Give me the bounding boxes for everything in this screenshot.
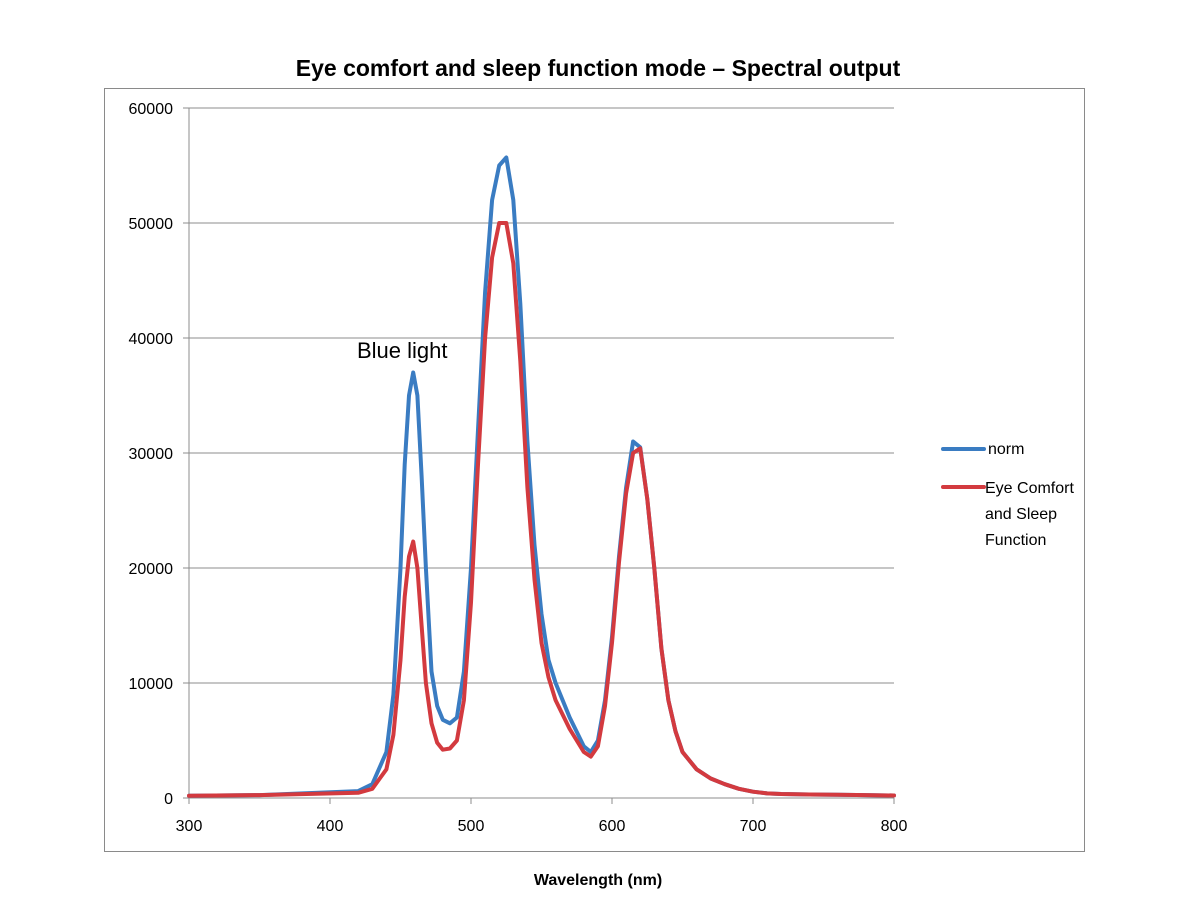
y-tick-label-40000: 40000 — [129, 331, 174, 348]
series-line-eye-comfort — [187, 221, 896, 798]
series-line-norm — [187, 155, 896, 798]
x-tick-label-300: 300 — [176, 818, 203, 835]
y-tick-label-50000: 50000 — [129, 216, 174, 233]
chart-title: Eye comfort and sleep function mode – Sp… — [295, 55, 901, 81]
x-tick-label-700: 700 — [740, 818, 767, 835]
y-tick-label-0: 0 — [164, 791, 173, 808]
x-tick-label-600: 600 — [599, 818, 626, 835]
chart-frame — [104, 88, 1085, 852]
gridlines — [189, 107, 894, 684]
legend-label-eye-comfort: Eye Comfort and Sleep Function — [985, 480, 1074, 549]
tick-labels: 0 10000 20000 30000 40000 50000 60000 300 400 500… — [129, 101, 908, 835]
legend-swatch-eye-comfort — [941, 485, 986, 489]
y-tick-label-30000: 30000 — [129, 446, 174, 463]
series-lines — [187, 155, 896, 798]
x-axis-label: Wavelength (nm) — [533, 872, 663, 889]
y-tick-label-60000: 60000 — [129, 101, 174, 118]
axes — [183, 107, 895, 804]
x-tick-label-400: 400 — [317, 818, 344, 835]
y-tick-label-20000: 20000 — [129, 561, 174, 578]
x-tick-label-800: 800 — [881, 818, 908, 835]
y-tick-label-10000: 10000 — [129, 676, 174, 693]
legend-label-norm: norm — [988, 441, 1025, 458]
legend-swatch-norm — [941, 447, 986, 451]
x-tick-label-500: 500 — [458, 818, 485, 835]
blue-light-annotation: Blue light — [357, 338, 448, 363]
